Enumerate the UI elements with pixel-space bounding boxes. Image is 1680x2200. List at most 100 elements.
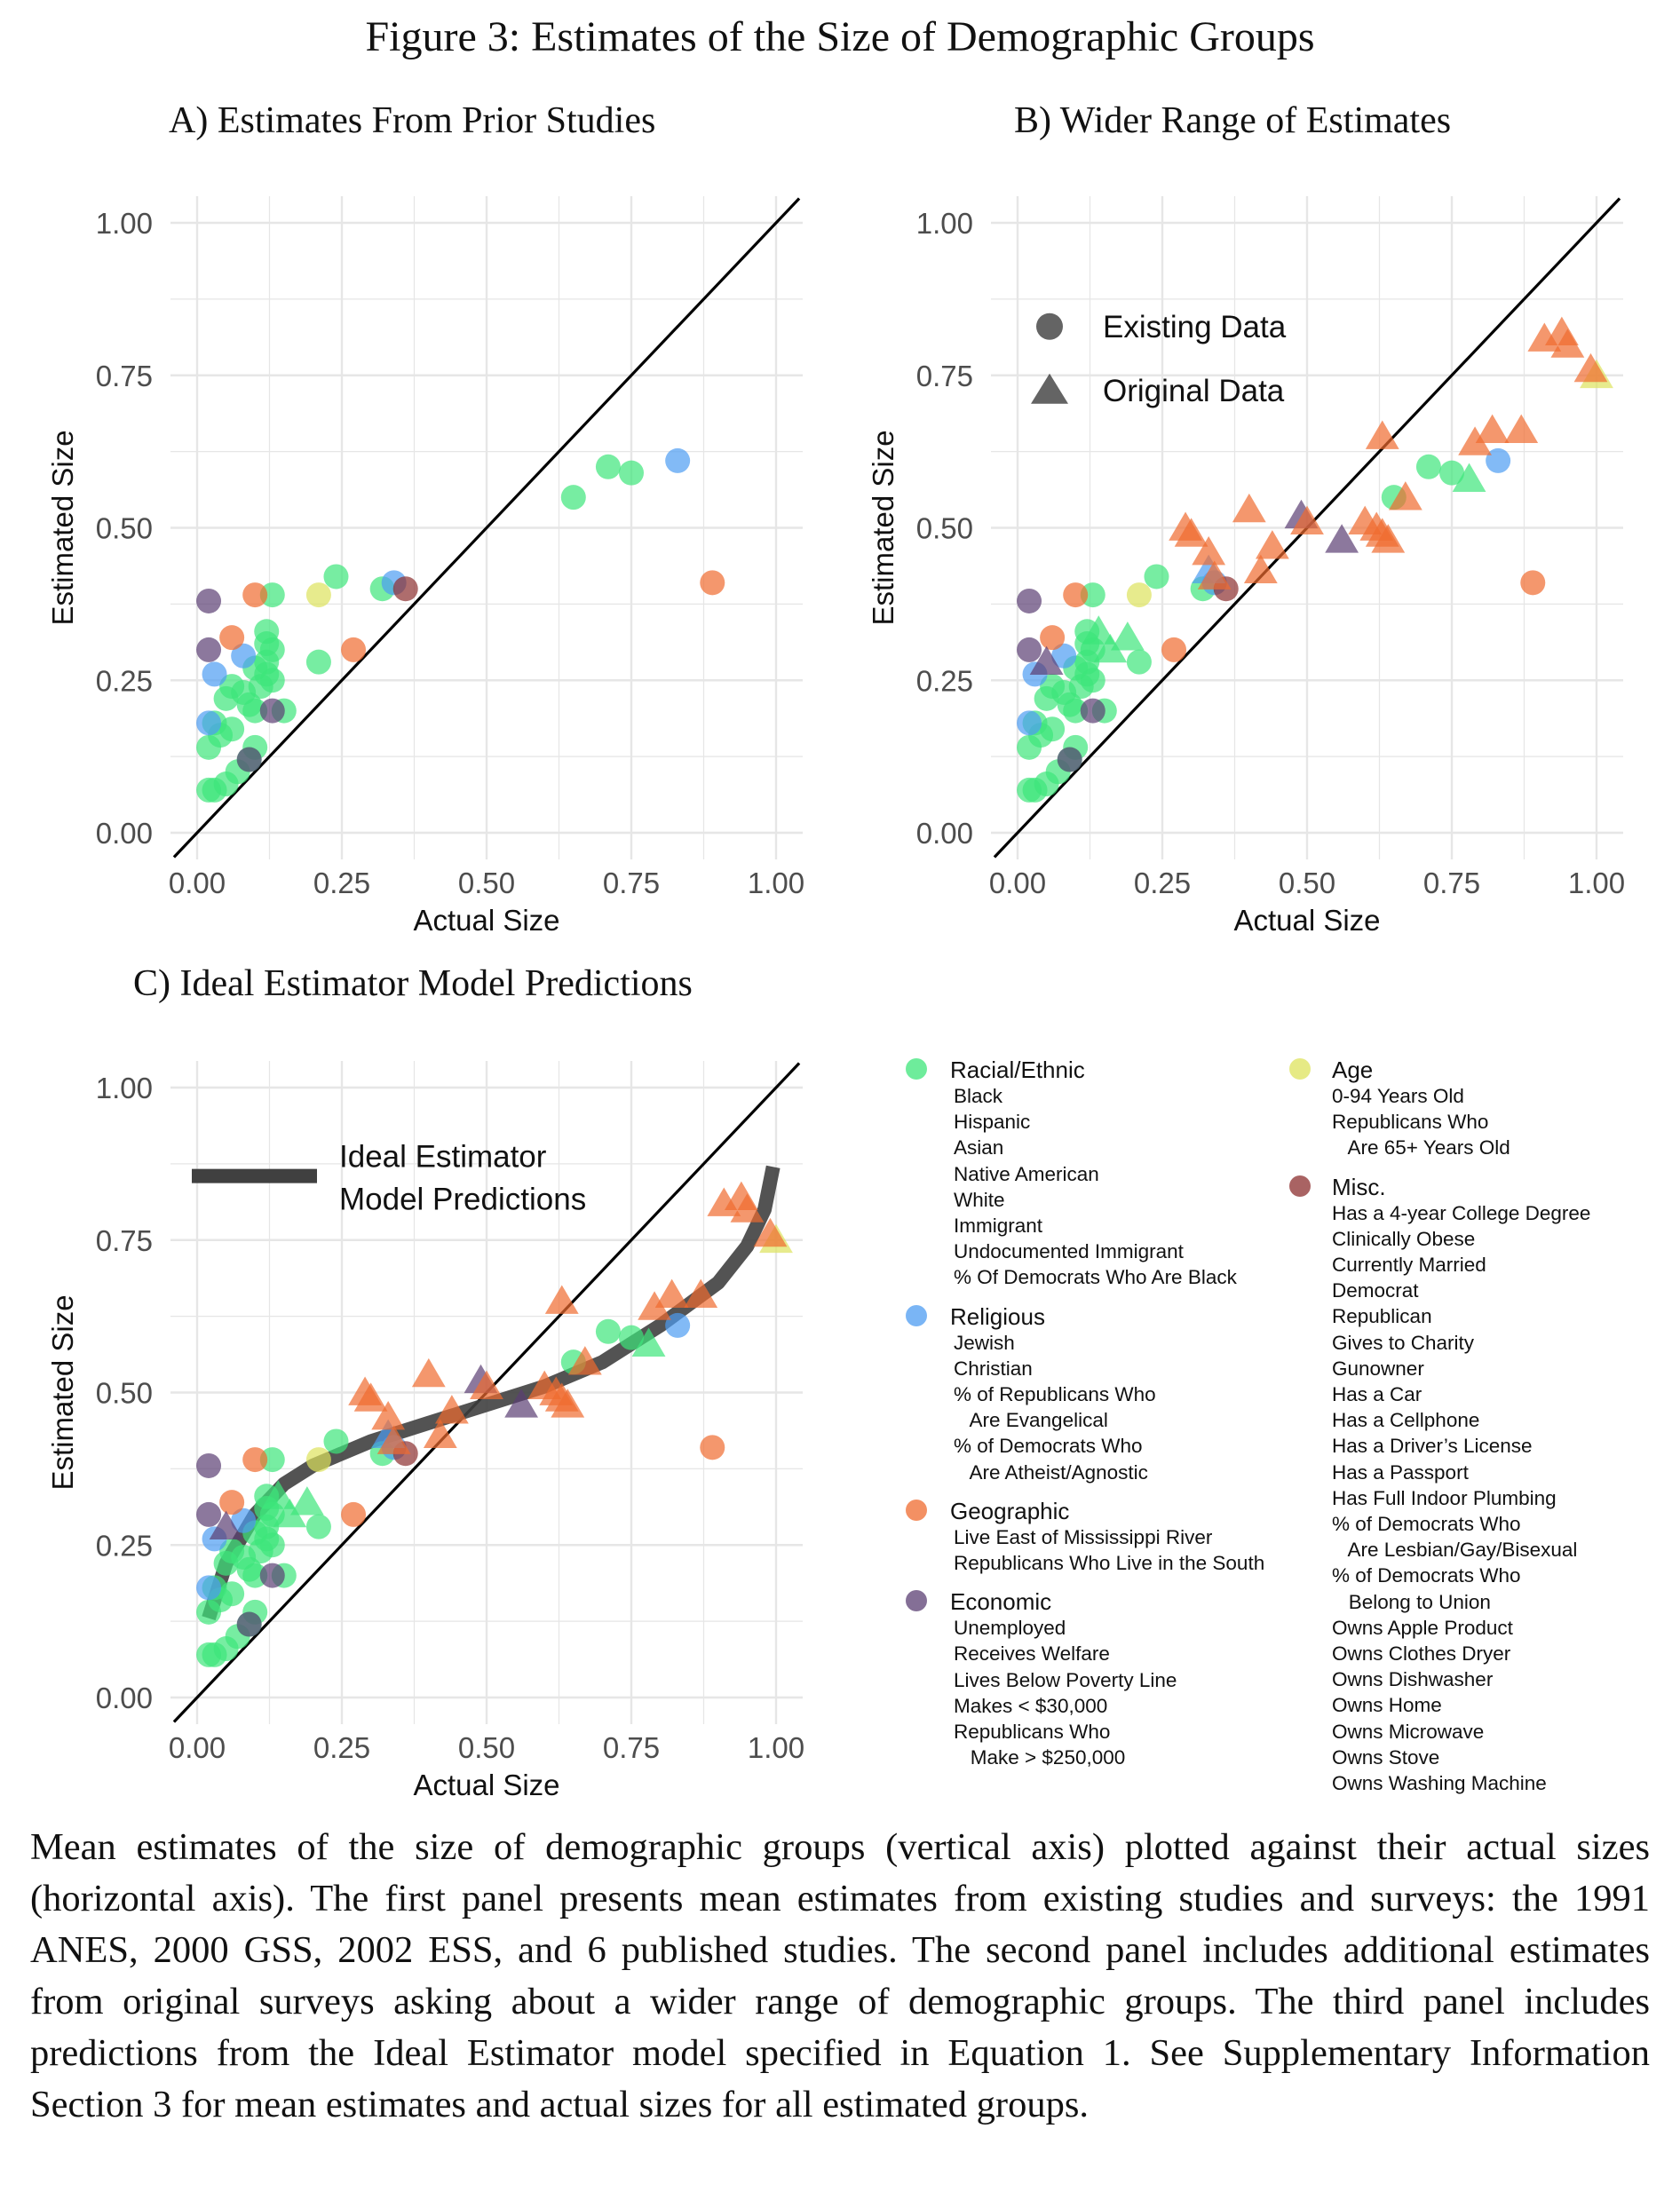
panel-b-title: B) Wider Range of Estimates [1014, 100, 1452, 141]
legend-group-economic: Economic Unemployed Receives Welfare Lives … [906, 1588, 1288, 1770]
legend-item: Clinically Obese [1332, 1227, 1476, 1250]
y-axis-label: Estimated Size [867, 430, 899, 625]
point-original-racial [1082, 615, 1116, 645]
point-existing-geographic [242, 582, 268, 608]
point-existing-economic [259, 1563, 285, 1588]
x-axis-label: Actual Size [1233, 904, 1380, 937]
x-tick-label: 0.50 [1279, 867, 1335, 899]
point-existing-religious [1486, 447, 1511, 473]
point-existing-geographic [1040, 625, 1066, 651]
legend-group-age: Age 0-94 Years Old Republicans Who Are 65+… [1289, 1056, 1669, 1161]
y-tick-label: 0.75 [96, 360, 153, 392]
point-existing-racial [1126, 649, 1152, 675]
point-original-economic [1029, 645, 1064, 676]
point-original-geographic [1192, 535, 1226, 566]
legend-item: Has a Car [1332, 1383, 1422, 1406]
legend-item: 0-94 Years Old [1332, 1085, 1464, 1107]
point-existing-religious [196, 710, 222, 736]
legend-item: Are Evangelical [954, 1409, 1108, 1432]
legend-item: Owns Apple Product [1332, 1616, 1513, 1639]
legend-dot-icon [1289, 1058, 1311, 1080]
point-original-geographic [353, 1382, 388, 1412]
point-original-racial [261, 1480, 296, 1509]
legend-item: % of Democrats Who [1332, 1513, 1521, 1536]
legend-key-triangle [1031, 373, 1068, 404]
point-original-geographic [730, 1193, 765, 1223]
point-existing-racial [619, 460, 644, 486]
x-tick-label: 0.75 [603, 1731, 660, 1764]
point-existing-racial [305, 649, 331, 675]
point-original-geographic [1243, 554, 1278, 583]
point-original-geographic [1232, 493, 1266, 523]
legend-item: Live East of Mississippi River [954, 1525, 1213, 1548]
legend-item: % of Republicans Who [954, 1383, 1156, 1406]
point-existing-racial [323, 564, 349, 590]
point-existing-racial [1415, 454, 1441, 479]
point-original-geographic [1573, 352, 1608, 383]
legend-item: White [954, 1188, 1005, 1211]
point-original-geographic [1255, 530, 1289, 559]
legend-item: Owns Stove [1332, 1745, 1440, 1769]
legend-item: % of Democrats Who [954, 1435, 1143, 1458]
point-original-racial [1093, 633, 1128, 663]
point-original-geographic [1475, 414, 1510, 443]
point-original-economic [1325, 524, 1359, 553]
legend-key-label: Existing Data [1103, 310, 1287, 344]
legend-item: Make > $250,000 [954, 1746, 1126, 1769]
y-tick-label: 0.25 [916, 664, 973, 697]
legend-group-title: Geographic [906, 1498, 1288, 1524]
point-existing-religious [202, 661, 227, 687]
point-existing-geographic [1520, 570, 1546, 596]
legend-group-racial: Racial/Ethnic Black Hispanic Asian Native Am… [906, 1056, 1288, 1291]
point-existing-racial [1080, 582, 1105, 608]
legend-item: Owns Microwave [1332, 1720, 1485, 1743]
point-existing-economic [259, 698, 285, 724]
legend-item: Owns Dishwasher [1332, 1668, 1494, 1691]
legend-item: Belong to Union [1332, 1590, 1491, 1613]
legend-item: Black [954, 1085, 1003, 1107]
legend-item: % of Democrats Who [1332, 1564, 1521, 1587]
point-existing-geographic [341, 637, 367, 662]
x-tick-label: 0.25 [1134, 867, 1191, 899]
y-tick-label: 0.25 [96, 1529, 153, 1562]
point-original-geographic [551, 1389, 585, 1418]
legend-item: Owns Home [1332, 1694, 1442, 1717]
legend-item: Undocumented Immigrant [954, 1240, 1184, 1263]
legend-group-title: Racial/Ethnic [906, 1056, 1288, 1083]
legend-item: Jewish [954, 1331, 1015, 1354]
point-existing-religious [231, 1508, 257, 1533]
x-tick-label: 0.50 [458, 1731, 515, 1764]
legend-item: Republicans Who [954, 1721, 1111, 1744]
point-original-geographic [434, 1395, 469, 1424]
reference-line-45deg [172, 197, 801, 859]
legend-item: Democrat [1332, 1279, 1419, 1302]
y-tick-label: 0.25 [96, 664, 153, 697]
legend-dot-icon [1289, 1175, 1311, 1197]
legend-key-label: Model Predictions [339, 1183, 586, 1217]
point-existing-racial [242, 698, 268, 724]
legend-item: Makes < $30,000 [954, 1694, 1108, 1717]
point-existing-misc [392, 576, 418, 602]
legend-item: Asian [954, 1136, 1004, 1159]
point-existing-economic [1080, 698, 1105, 724]
legend-group-title: Religious [906, 1303, 1288, 1330]
point-existing-geographic [700, 570, 725, 596]
point-existing-religious [665, 447, 691, 473]
point-original-geographic [638, 1291, 671, 1320]
point-original-geographic [1458, 426, 1492, 455]
point-original-geographic [654, 1278, 689, 1308]
point-existing-racial [595, 454, 621, 479]
legend-item: Has Full Indoor Plumbing [1332, 1486, 1557, 1509]
legend-item: Immigrant [954, 1215, 1043, 1238]
figure-plots: 0.00 0.25 0.50 0.75 1.00 0.00 0.25 0.50 0.75 1.00… [46, 196, 1625, 1801]
point-existing-geographic [700, 1435, 725, 1460]
y-axis-label: Estimated Size [46, 1294, 79, 1490]
x-tick-label: 1.00 [748, 867, 804, 899]
x-tick-label: 0.75 [603, 867, 660, 899]
point-original-economic [209, 1510, 243, 1540]
point-original-geographic [423, 1419, 457, 1448]
legend-item: Owns Clothes Dryer [1332, 1642, 1511, 1666]
y-tick-label: 1.00 [916, 207, 973, 240]
panel-b: 0.00 0.25 0.50 0.75 1.00 0.00 0.25 0.50 0.75 1.00… [867, 196, 1625, 937]
legend-item: Has a Passport [1332, 1460, 1469, 1484]
